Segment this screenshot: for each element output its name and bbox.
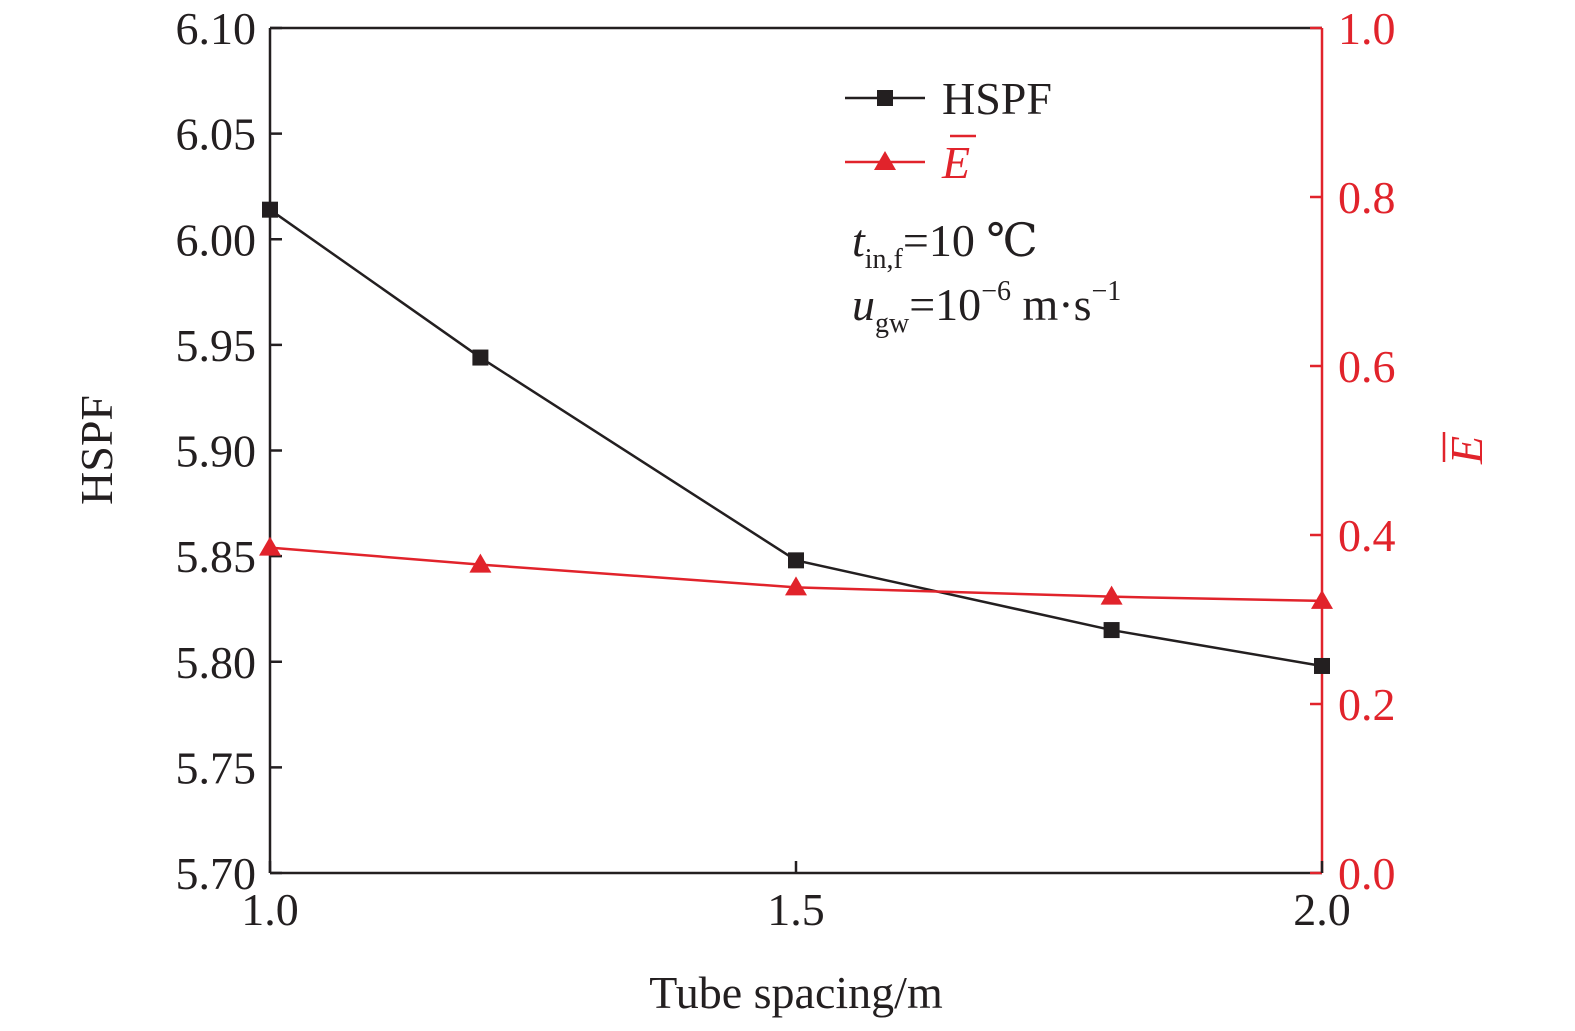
y-axis-left-title: HSPF: [71, 395, 122, 505]
bottom-tick-label: 2.0: [1293, 884, 1351, 935]
right-tick-label: 0.6: [1338, 341, 1396, 392]
data-point-hspf: [788, 552, 804, 569]
left-tick-label: 5.95: [176, 320, 257, 371]
data-point-e: [1100, 585, 1123, 605]
right-tick-label: 0.4: [1338, 510, 1396, 561]
left-tick-label: 5.85: [176, 531, 257, 582]
right-tick-label: 0.8: [1338, 172, 1396, 223]
left-tick-label: 5.75: [176, 742, 257, 793]
left-tick-label: 6.00: [176, 214, 257, 265]
data-point-hspf: [472, 349, 489, 366]
right-tick-label: 1.0: [1338, 3, 1396, 54]
left-tick-label: 6.10: [176, 3, 257, 54]
legend-label-hspf: HSPF: [942, 73, 1052, 124]
data-point-hspf: [262, 201, 278, 218]
legend: HSPF E: [845, 73, 1052, 188]
y-axis-right-title: E: [1441, 432, 1492, 465]
axes: 5.70 5.75 5.80 5.85 5.90 5.95 6.00 6.05 6.10 0.0 0…: [71, 3, 1492, 1018]
right-tick-label: 0.2: [1338, 679, 1396, 730]
data-point-e: [259, 536, 281, 556]
left-tick-label: 5.80: [176, 637, 257, 688]
data-point-hspf: [1103, 622, 1120, 639]
legend-label-e: E: [941, 137, 970, 188]
legend-marker-e: [874, 151, 896, 170]
annotation-groundwater-velocity: ugw=10−6 m·s−1: [852, 276, 1121, 339]
plot-marks: [259, 201, 1333, 674]
annotation-inlet-temperature: tin,f=10 ℃: [852, 215, 1038, 275]
x-axis-title: Tube spacing/m: [649, 967, 943, 1018]
legend-marker-hspf: [877, 90, 893, 106]
y-axis-right-title-text: E: [1441, 436, 1492, 465]
data-point-hspf: [1314, 657, 1330, 674]
bottom-tick-label: 1.0: [241, 884, 299, 935]
data-point-e: [469, 553, 492, 573]
left-tick-label: 6.05: [176, 109, 257, 160]
left-tick-label: 5.70: [176, 848, 257, 899]
data-point-e: [1311, 589, 1333, 609]
data-point-e: [785, 576, 807, 596]
right-tick-label: 0.0: [1338, 848, 1396, 899]
left-tick-label: 5.90: [176, 426, 257, 477]
bottom-tick-label: 1.5: [767, 884, 825, 935]
